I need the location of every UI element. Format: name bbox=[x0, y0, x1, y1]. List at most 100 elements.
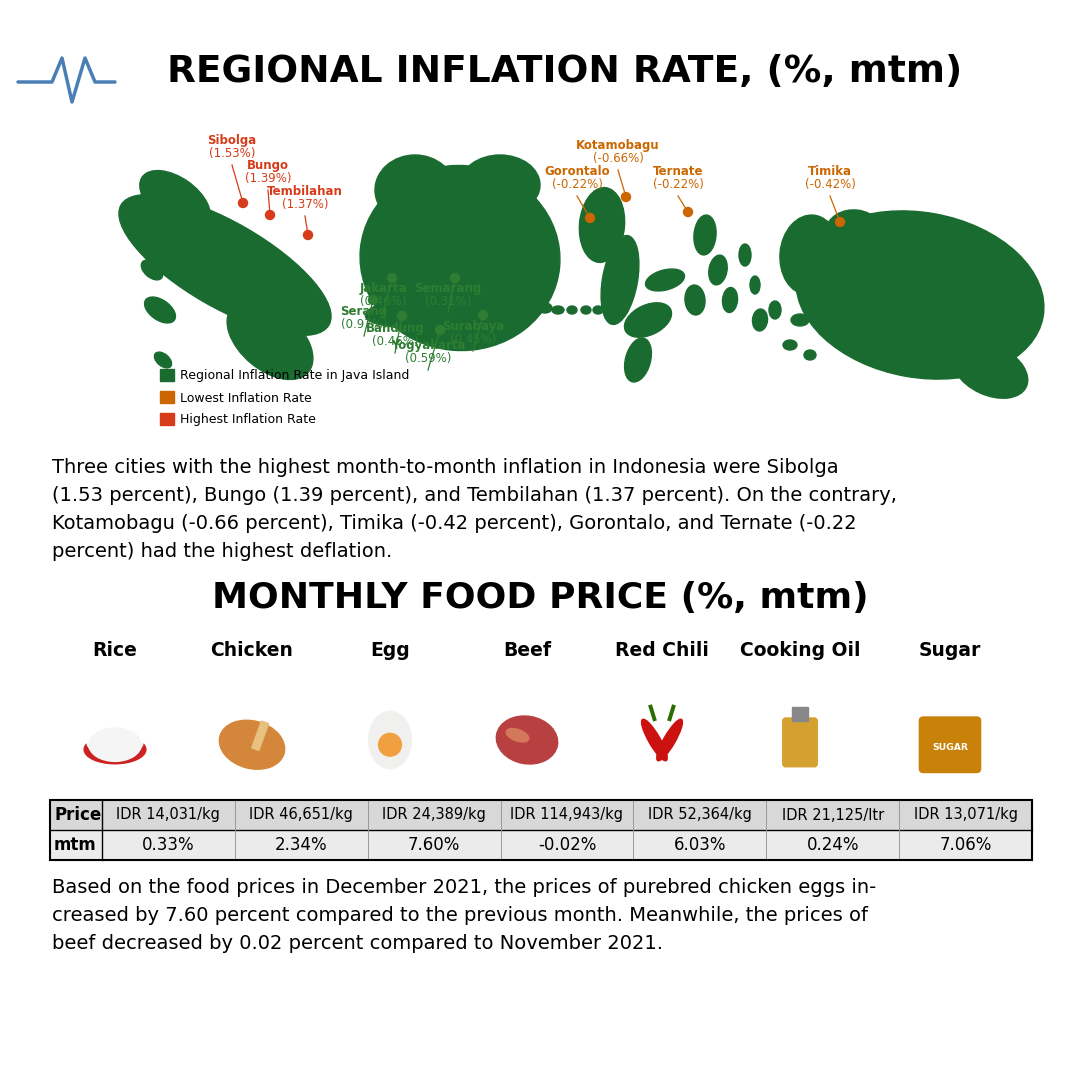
Circle shape bbox=[450, 273, 459, 283]
Ellipse shape bbox=[780, 215, 840, 295]
Ellipse shape bbox=[375, 156, 455, 225]
Circle shape bbox=[303, 230, 312, 240]
Text: Surabaya: Surabaya bbox=[442, 320, 504, 333]
Ellipse shape bbox=[89, 728, 141, 761]
Circle shape bbox=[836, 217, 845, 227]
Ellipse shape bbox=[141, 260, 163, 280]
Text: SUGAR: SUGAR bbox=[932, 743, 968, 752]
Ellipse shape bbox=[739, 244, 751, 266]
Ellipse shape bbox=[593, 306, 603, 314]
Text: Beef: Beef bbox=[503, 640, 551, 660]
Ellipse shape bbox=[368, 712, 411, 769]
Text: Ternate: Ternate bbox=[652, 165, 703, 178]
Text: Bungo: Bungo bbox=[247, 159, 289, 172]
Text: Rice: Rice bbox=[93, 640, 137, 660]
Text: 7.06%: 7.06% bbox=[940, 836, 991, 854]
Text: (-0.66%): (-0.66%) bbox=[593, 152, 644, 165]
Text: 0.24%: 0.24% bbox=[807, 836, 859, 854]
Text: 2.34%: 2.34% bbox=[275, 836, 327, 854]
Ellipse shape bbox=[84, 735, 146, 764]
Text: (-0.22%): (-0.22%) bbox=[652, 178, 703, 191]
Ellipse shape bbox=[507, 729, 529, 742]
Text: Kotamobagu: Kotamobagu bbox=[577, 139, 660, 152]
Circle shape bbox=[684, 207, 692, 216]
Circle shape bbox=[379, 733, 402, 756]
Ellipse shape bbox=[607, 306, 616, 314]
Bar bbox=[252, 721, 269, 751]
Text: Sibolga: Sibolga bbox=[207, 134, 257, 147]
Bar bbox=[793, 706, 808, 721]
Circle shape bbox=[435, 325, 445, 335]
Ellipse shape bbox=[646, 269, 685, 291]
Text: MONTHLY FOOD PRICE (%, mtm): MONTHLY FOOD PRICE (%, mtm) bbox=[212, 581, 868, 615]
Ellipse shape bbox=[953, 341, 1028, 399]
Text: Egg: Egg bbox=[370, 640, 410, 660]
Ellipse shape bbox=[657, 719, 683, 760]
Bar bbox=[50, 800, 1032, 860]
Ellipse shape bbox=[796, 211, 1044, 379]
Text: Yogyakarta: Yogyakarta bbox=[391, 339, 465, 352]
FancyBboxPatch shape bbox=[919, 717, 981, 772]
Text: Red Chili: Red Chili bbox=[616, 640, 708, 660]
Ellipse shape bbox=[139, 171, 211, 229]
Ellipse shape bbox=[460, 156, 540, 215]
Ellipse shape bbox=[694, 215, 716, 255]
Ellipse shape bbox=[219, 720, 285, 769]
Ellipse shape bbox=[154, 352, 172, 368]
Ellipse shape bbox=[723, 287, 738, 312]
Ellipse shape bbox=[365, 287, 544, 328]
Text: Serang: Serang bbox=[340, 305, 388, 318]
Ellipse shape bbox=[552, 306, 564, 314]
Text: REGIONAL INFLATION RATE, (%, mtm): REGIONAL INFLATION RATE, (%, mtm) bbox=[167, 54, 962, 90]
Ellipse shape bbox=[581, 306, 591, 314]
Text: Based on the food prices in December 2021, the prices of purebred chicken eggs i: Based on the food prices in December 202… bbox=[52, 878, 876, 953]
Text: 7.60%: 7.60% bbox=[408, 836, 460, 854]
Text: (-0.42%): (-0.42%) bbox=[805, 178, 855, 191]
Ellipse shape bbox=[783, 340, 797, 350]
Ellipse shape bbox=[497, 716, 557, 764]
Circle shape bbox=[368, 296, 378, 305]
Text: Three cities with the highest month-to-month inflation in Indonesia were Sibolga: Three cities with the highest month-to-m… bbox=[52, 458, 896, 561]
Ellipse shape bbox=[620, 306, 627, 314]
Ellipse shape bbox=[753, 309, 768, 330]
Ellipse shape bbox=[579, 188, 624, 262]
Text: Timika: Timika bbox=[808, 165, 852, 178]
Circle shape bbox=[239, 199, 247, 207]
Text: Sugar: Sugar bbox=[919, 640, 982, 660]
Text: Tembilahan: Tembilahan bbox=[267, 185, 343, 198]
Ellipse shape bbox=[685, 285, 705, 315]
Ellipse shape bbox=[642, 719, 667, 760]
Ellipse shape bbox=[567, 306, 577, 314]
Circle shape bbox=[388, 273, 396, 283]
Text: Cooking Oil: Cooking Oil bbox=[740, 640, 861, 660]
Text: (0.46%): (0.46%) bbox=[360, 295, 406, 308]
Ellipse shape bbox=[769, 301, 781, 319]
Text: Regional Inflation Rate in Java Island: Regional Inflation Rate in Java Island bbox=[180, 369, 409, 382]
Text: IDR 14,031/kg: IDR 14,031/kg bbox=[117, 808, 220, 823]
Ellipse shape bbox=[119, 194, 332, 336]
Text: IDR 46,651/kg: IDR 46,651/kg bbox=[249, 808, 353, 823]
Text: IDR 13,071/kg: IDR 13,071/kg bbox=[914, 808, 1017, 823]
Ellipse shape bbox=[624, 338, 651, 382]
Bar bbox=[50, 831, 1032, 860]
Text: 0.33%: 0.33% bbox=[143, 836, 194, 854]
Text: Gorontalo: Gorontalo bbox=[544, 165, 610, 178]
Text: (0.31%): (0.31%) bbox=[424, 295, 471, 308]
Circle shape bbox=[585, 214, 594, 222]
Ellipse shape bbox=[483, 288, 517, 301]
Text: IDR 24,389/kg: IDR 24,389/kg bbox=[382, 808, 486, 823]
Ellipse shape bbox=[624, 302, 672, 337]
Text: (1.39%): (1.39%) bbox=[245, 172, 292, 185]
Text: Bandung: Bandung bbox=[366, 322, 424, 335]
Ellipse shape bbox=[227, 300, 313, 379]
Ellipse shape bbox=[825, 210, 885, 260]
Text: Semarang: Semarang bbox=[415, 282, 482, 295]
Ellipse shape bbox=[538, 303, 552, 313]
Text: (1.53%): (1.53%) bbox=[208, 147, 255, 160]
Circle shape bbox=[397, 311, 406, 321]
Text: IDR 52,364/kg: IDR 52,364/kg bbox=[648, 808, 752, 823]
Text: (0.97%): (0.97%) bbox=[341, 318, 388, 330]
Bar bbox=[160, 391, 174, 403]
Ellipse shape bbox=[145, 297, 175, 323]
Circle shape bbox=[478, 311, 487, 320]
